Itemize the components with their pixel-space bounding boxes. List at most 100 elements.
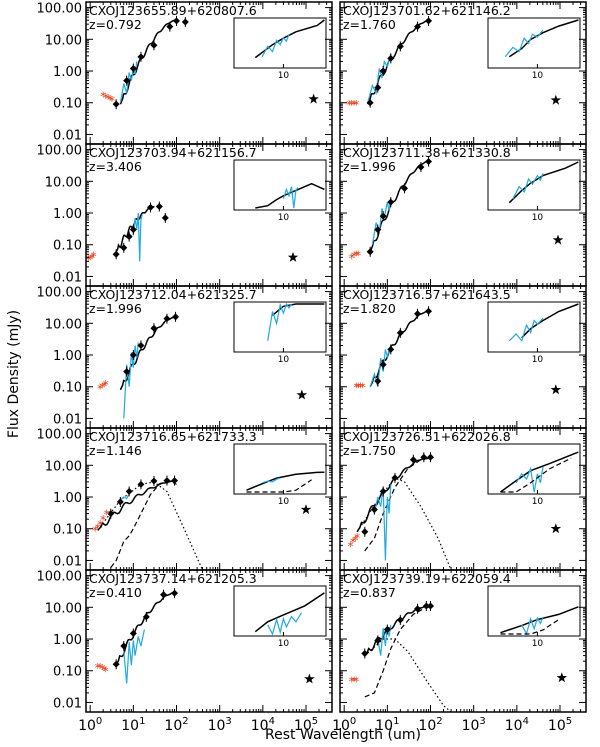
radio-point — [550, 384, 562, 395]
optical-point: * — [99, 662, 105, 676]
photometry-point — [123, 77, 131, 85]
photometry-point — [379, 212, 387, 220]
panel-5: ****10 0.01 0.10 1.00 10.00 100.00 CXOJ123712.… — [37, 285, 333, 429]
y-tick-label: 1.00 — [53, 349, 82, 364]
source-name: CXOJ123716.57+621643.5 — [343, 287, 511, 302]
inset-tick-label: 10 — [278, 497, 290, 507]
inset-frame — [233, 585, 327, 637]
photometry-point — [120, 244, 128, 252]
redshift-label: z=0.837 — [343, 585, 396, 600]
optical-point: * — [349, 674, 355, 688]
x-tick-exponent: 0 — [96, 716, 102, 727]
x-tick-exponent: 5 — [566, 716, 572, 727]
photometry-point — [420, 453, 428, 461]
redshift-label: z=3.406 — [89, 159, 142, 174]
y-tick-label: 0.10 — [53, 523, 82, 538]
optical-point: * — [103, 91, 109, 105]
photometry-point — [129, 65, 137, 73]
radio-point — [550, 523, 562, 534]
optical-point: * — [91, 250, 97, 264]
inset-tick-label: 10 — [532, 355, 544, 365]
inset-spectrum-line — [508, 317, 544, 343]
x-tick-exponent: 1 — [139, 716, 145, 727]
photometry-point — [137, 480, 145, 488]
irs-spectrum-line — [377, 624, 392, 656]
photometry-point — [425, 17, 433, 25]
optical-point: * — [104, 508, 110, 522]
photometry-point — [142, 613, 150, 621]
sed-model-line — [115, 591, 175, 666]
y-axis-label: Flux Density (mJy) — [6, 310, 22, 438]
redshift-label: z=1.760 — [343, 17, 396, 32]
photometry-point — [137, 53, 145, 61]
inset-frame — [487, 17, 581, 69]
photometry-point — [374, 377, 382, 385]
x-axis-label: Rest Wavelength (um) — [265, 727, 421, 743]
photometry-point — [181, 18, 189, 26]
photometry-point — [361, 528, 369, 536]
optical-point: * — [97, 661, 103, 675]
y-tick-label: 1.00 — [53, 491, 82, 506]
x-tick-label: 101 — [121, 716, 145, 734]
x-tick-exponent: 3 — [225, 716, 231, 727]
y-tick-label: 0.01 — [53, 554, 82, 569]
photometry-point — [374, 84, 382, 92]
irs-spectrum-line — [123, 342, 139, 419]
photometry-point — [155, 203, 163, 211]
photometry-point — [427, 602, 435, 610]
radio-point — [304, 673, 315, 684]
redshift-label: z=1.146 — [89, 443, 142, 458]
photometry-point — [387, 345, 395, 353]
irs-spectrum-line — [119, 61, 138, 103]
photometry-point — [150, 324, 158, 332]
inset-tick-label: 10 — [278, 639, 290, 649]
inset-sed-line — [508, 161, 579, 204]
panel-6: ****10 CXOJ123716.57+621643.5z=1.820 — [339, 285, 587, 429]
photometry-point — [125, 487, 133, 495]
redshift-label: z=1.996 — [89, 301, 142, 316]
photometry-point — [123, 368, 131, 376]
panel-2: ****10 CXOJ123701.62+621146.2z=1.760 — [339, 1, 587, 145]
photometry-point — [172, 313, 180, 321]
optical-point: * — [100, 513, 106, 527]
optical-point: * — [97, 382, 103, 396]
panel-frame — [85, 569, 333, 713]
optical-point: * — [350, 535, 356, 549]
inset-tick-label: 10 — [532, 213, 544, 223]
radio-point — [296, 389, 308, 400]
optical-point: * — [347, 539, 353, 553]
photometry-point — [163, 477, 171, 485]
inset-spectrum-line — [512, 173, 544, 200]
y-tick-label: 100.00 — [37, 428, 83, 443]
inset-tick-label: 10 — [278, 213, 290, 223]
photometry-point — [379, 67, 387, 75]
photometry-point — [150, 41, 158, 49]
optical-point: * — [349, 251, 355, 265]
photometry-point — [129, 629, 137, 637]
panel-plot-area: **** — [353, 306, 562, 395]
y-tick-label: 100.00 — [37, 570, 83, 585]
x-tick-exponent: 4 — [523, 716, 529, 727]
x-tick-exponent: 1 — [393, 716, 399, 727]
y-tick-label: 0.01 — [53, 412, 82, 427]
panel-frame — [339, 569, 587, 713]
irs-spectrum-line — [373, 484, 392, 561]
y-tick-label: 100.00 — [37, 2, 83, 17]
inset-tick-label: 10 — [532, 639, 544, 649]
optical-point: * — [351, 250, 357, 264]
optical-point: * — [353, 381, 359, 395]
y-tick-label: 0.10 — [53, 97, 82, 112]
inset-frame — [233, 159, 327, 211]
irs-spectrum-line — [367, 53, 392, 103]
source-name: CXOJ123737.14+621205.3 — [89, 571, 257, 586]
optical-point: * — [99, 381, 105, 395]
inset-frame — [233, 443, 327, 495]
inset-tick-label: 10 — [532, 497, 544, 507]
source-name: CXOJ123712.04+621325.7 — [89, 287, 257, 302]
photometry-point — [414, 310, 422, 318]
y-tick-label: 10.00 — [45, 601, 82, 616]
x-tick-exponent: 2 — [182, 716, 188, 727]
photometry-point — [366, 99, 374, 107]
inset-spectrum-line — [504, 29, 544, 58]
